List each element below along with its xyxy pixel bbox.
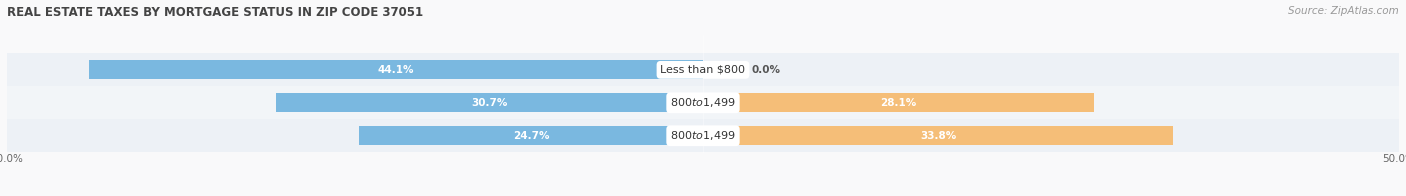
Text: Less than $800: Less than $800 xyxy=(661,65,745,75)
Text: $800 to $1,499: $800 to $1,499 xyxy=(671,96,735,109)
Text: 0.0%: 0.0% xyxy=(752,65,780,75)
Text: Source: ZipAtlas.com: Source: ZipAtlas.com xyxy=(1288,6,1399,16)
Bar xyxy=(89,60,703,79)
Text: 44.1%: 44.1% xyxy=(378,65,415,75)
Text: 33.8%: 33.8% xyxy=(920,131,956,141)
Text: $800 to $1,499: $800 to $1,499 xyxy=(671,129,735,142)
Bar xyxy=(7,86,1399,119)
Text: 30.7%: 30.7% xyxy=(471,98,508,108)
Text: 28.1%: 28.1% xyxy=(880,98,917,108)
Bar xyxy=(703,126,1174,145)
Bar xyxy=(7,53,1399,86)
Bar xyxy=(7,119,1399,152)
Text: 24.7%: 24.7% xyxy=(513,131,550,141)
Bar xyxy=(703,93,1094,112)
Text: REAL ESTATE TAXES BY MORTGAGE STATUS IN ZIP CODE 37051: REAL ESTATE TAXES BY MORTGAGE STATUS IN … xyxy=(7,6,423,19)
Bar xyxy=(276,93,703,112)
Bar xyxy=(359,126,703,145)
